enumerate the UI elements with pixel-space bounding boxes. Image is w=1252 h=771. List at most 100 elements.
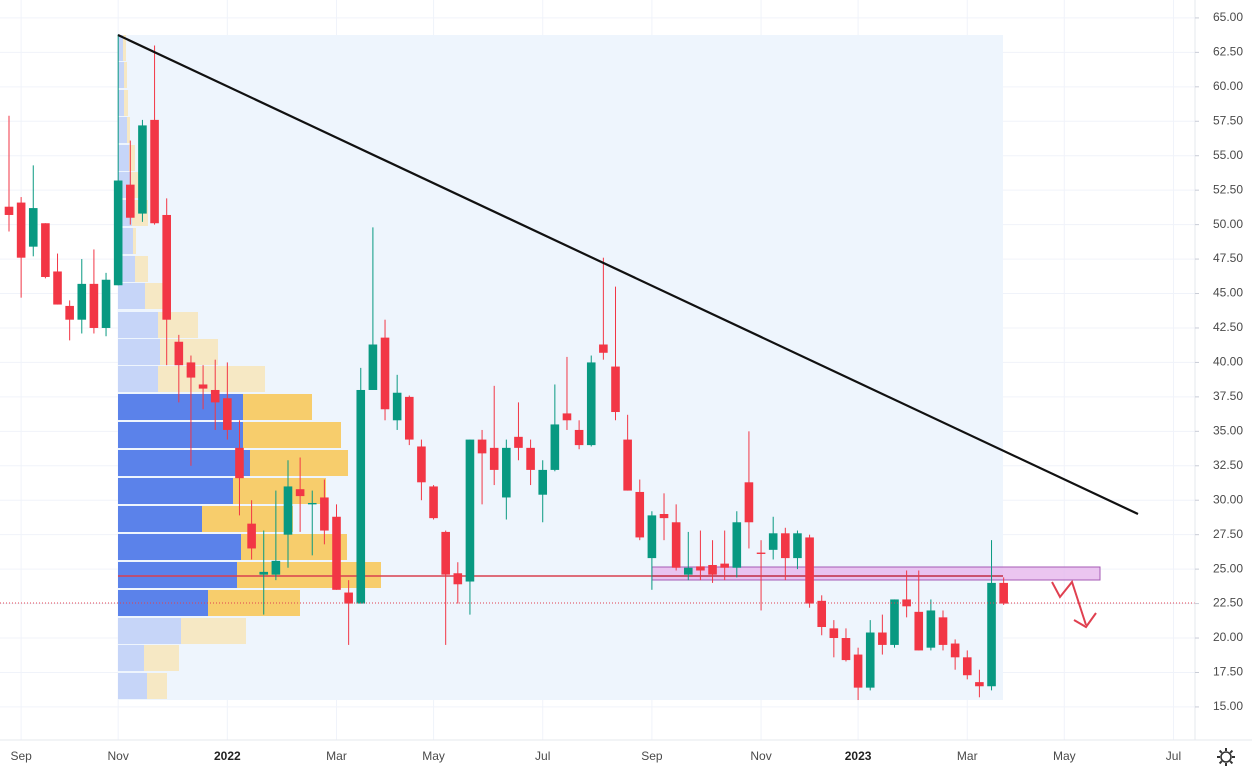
candle-body: [477, 439, 487, 454]
candle: [659, 493, 669, 541]
candle-body: [938, 617, 948, 645]
candle: [599, 257, 608, 360]
y-tick-label: 15.00: [1213, 699, 1243, 713]
candle-body: [635, 491, 645, 538]
candle-body: [344, 592, 353, 604]
profile-down: [135, 256, 148, 282]
x-tick-label: Jul: [535, 749, 550, 763]
profile-up: [118, 312, 158, 338]
profile-down: [127, 117, 130, 143]
candle-body: [198, 384, 208, 389]
x-tick-label: Nov: [107, 749, 128, 763]
y-tick-label: 40.00: [1213, 355, 1243, 369]
candle: [987, 540, 996, 691]
candle-body: [101, 279, 111, 328]
candle: [514, 402, 523, 461]
candle: [210, 359, 220, 430]
candle-body: [489, 447, 499, 470]
candle-body: [732, 522, 742, 568]
candle: [768, 516, 778, 560]
candle-body: [514, 436, 523, 448]
candle-body: [574, 429, 584, 446]
candle-body: [890, 599, 899, 645]
candle: [647, 511, 657, 590]
candle-body: [999, 582, 1008, 604]
candle: [247, 500, 256, 560]
candle-body: [647, 515, 657, 559]
candle-body: [4, 206, 14, 215]
candle: [441, 530, 450, 645]
candle-body: [878, 632, 887, 645]
candle: [914, 570, 924, 651]
candle-body: [586, 362, 596, 446]
candle: [878, 614, 887, 655]
candle-body: [113, 180, 123, 286]
profile-down: [124, 90, 128, 116]
y-tick-label: 62.50: [1213, 45, 1243, 59]
candle: [926, 599, 936, 651]
y-tick-label: 47.50: [1213, 251, 1243, 265]
profile-up: [118, 394, 243, 420]
candle: [150, 45, 159, 225]
profile-up: [118, 62, 124, 88]
zone: [651, 566, 1101, 581]
profile-up: [118, 35, 123, 61]
candle: [41, 223, 50, 279]
candle-body: [987, 582, 996, 687]
candle: [671, 504, 681, 571]
x-tick-label: Sep: [641, 749, 663, 763]
candle-body: [429, 486, 438, 519]
candle-body: [283, 486, 293, 535]
candle-body: [53, 271, 62, 305]
settings-icon[interactable]: [1217, 748, 1235, 766]
candle: [235, 420, 244, 516]
profile-down: [208, 590, 300, 616]
profile-down: [160, 339, 218, 365]
candle-body: [65, 305, 74, 320]
candle-body: [562, 413, 572, 421]
candle-body: [550, 424, 560, 470]
candle: [283, 460, 293, 568]
x-tick-label: Jul: [1166, 749, 1181, 763]
candle-body: [962, 657, 972, 676]
trend-line: [117, 34, 1139, 515]
profile-down: [129, 145, 135, 171]
candle: [975, 669, 984, 698]
candle: [938, 610, 948, 651]
candle: [332, 504, 341, 590]
candle-body: [768, 533, 778, 550]
profile-down: [145, 283, 168, 309]
candle-body: [210, 389, 220, 403]
y-tick-label: 45.00: [1213, 286, 1243, 300]
y-tick-label: 30.00: [1213, 492, 1243, 506]
candle: [756, 540, 766, 611]
candle-body: [186, 362, 196, 378]
candle-body: [162, 214, 171, 320]
candle-body: [307, 502, 317, 505]
candle: [841, 628, 851, 662]
y-tick-label: 60.00: [1213, 79, 1243, 93]
candle: [186, 355, 196, 466]
candle: [356, 367, 366, 604]
candle: [392, 374, 402, 430]
candle: [962, 650, 972, 680]
candle: [696, 530, 705, 581]
candle: [890, 599, 899, 648]
profile-down: [124, 62, 127, 88]
x-tick-label: 2023: [845, 749, 872, 763]
profile-down: [147, 673, 167, 699]
candle-body: [453, 573, 463, 585]
candle-body: [744, 482, 754, 523]
candle-body: [259, 571, 269, 575]
candle-body: [975, 682, 984, 687]
profile-up: [118, 562, 237, 588]
y-tick-label: 25.00: [1213, 561, 1243, 575]
candle-body: [417, 446, 426, 483]
candle-body: [623, 439, 632, 491]
candle: [538, 460, 548, 523]
profile-down: [243, 394, 312, 420]
candle: [550, 384, 560, 472]
profile-down: [233, 478, 326, 504]
